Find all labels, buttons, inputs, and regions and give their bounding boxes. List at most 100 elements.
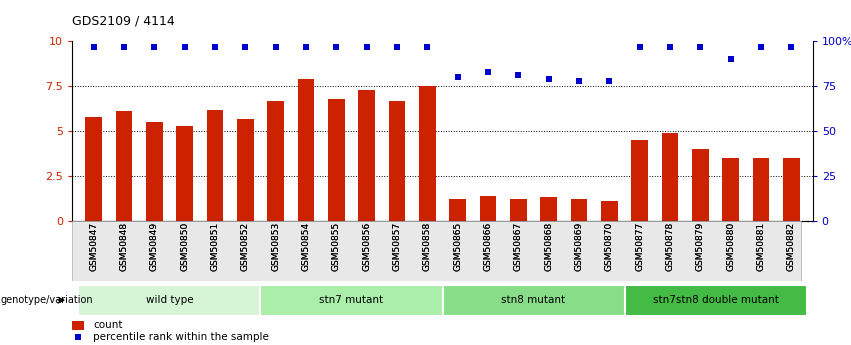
- Text: stn8 mutant: stn8 mutant: [501, 295, 566, 305]
- Text: GSM50880: GSM50880: [726, 222, 735, 271]
- Bar: [176, 126, 193, 221]
- Point: [724, 57, 738, 62]
- Text: GSM50854: GSM50854: [301, 222, 311, 271]
- Point: [511, 73, 525, 78]
- Bar: [480, 196, 496, 221]
- Point: [208, 44, 222, 50]
- Point: [694, 44, 707, 50]
- Text: GSM50852: GSM50852: [241, 222, 250, 271]
- Text: GSM50882: GSM50882: [787, 222, 796, 271]
- Point: [754, 44, 768, 50]
- Text: GSM50847: GSM50847: [89, 222, 98, 271]
- Point: [451, 75, 465, 80]
- Text: stn7 mutant: stn7 mutant: [319, 295, 384, 305]
- Text: GSM50855: GSM50855: [332, 222, 340, 271]
- Text: GSM50849: GSM50849: [150, 222, 159, 271]
- Point: [663, 44, 677, 50]
- Text: GSM50868: GSM50868: [545, 222, 553, 271]
- Text: GSM50870: GSM50870: [605, 222, 614, 271]
- Text: GSM50851: GSM50851: [210, 222, 220, 271]
- Point: [300, 44, 313, 50]
- Text: genotype/variation: genotype/variation: [1, 295, 94, 305]
- Text: GSM50850: GSM50850: [180, 222, 189, 271]
- Bar: [662, 133, 678, 221]
- Bar: [722, 158, 740, 221]
- Text: GSM50856: GSM50856: [363, 222, 371, 271]
- Text: GSM50869: GSM50869: [574, 222, 584, 271]
- Text: GSM50853: GSM50853: [271, 222, 280, 271]
- Bar: [601, 201, 618, 221]
- Bar: [783, 158, 800, 221]
- Point: [71, 335, 85, 340]
- Text: percentile rank within the sample: percentile rank within the sample: [94, 333, 269, 342]
- Text: GSM50879: GSM50879: [696, 222, 705, 271]
- Text: GSM50867: GSM50867: [514, 222, 523, 271]
- Bar: [207, 110, 223, 221]
- Point: [633, 44, 647, 50]
- Text: GSM50854: GSM50854: [301, 222, 311, 271]
- Text: GSM50853: GSM50853: [271, 222, 280, 271]
- Text: GSM50851: GSM50851: [210, 222, 220, 271]
- Text: GSM50869: GSM50869: [574, 222, 584, 271]
- Bar: [146, 122, 163, 221]
- Text: stn7stn8 double mutant: stn7stn8 double mutant: [653, 295, 779, 305]
- Text: GSM50881: GSM50881: [757, 222, 766, 271]
- Point: [117, 44, 131, 50]
- Bar: [510, 199, 527, 221]
- FancyBboxPatch shape: [625, 285, 807, 316]
- Point: [542, 76, 556, 82]
- Text: GSM50856: GSM50856: [363, 222, 371, 271]
- Bar: [449, 199, 466, 221]
- Text: GSM50857: GSM50857: [392, 222, 402, 271]
- Bar: [298, 79, 314, 221]
- Text: GSM50867: GSM50867: [514, 222, 523, 271]
- Point: [87, 44, 100, 50]
- Text: GSM50865: GSM50865: [454, 222, 462, 271]
- Point: [360, 44, 374, 50]
- Point: [178, 44, 191, 50]
- Text: GSM50880: GSM50880: [726, 222, 735, 271]
- FancyBboxPatch shape: [443, 285, 625, 316]
- Text: GSM50857: GSM50857: [392, 222, 402, 271]
- Text: GSM50858: GSM50858: [423, 222, 431, 271]
- Bar: [540, 197, 557, 221]
- Bar: [419, 86, 436, 221]
- Point: [238, 44, 252, 50]
- Text: GSM50847: GSM50847: [89, 222, 98, 271]
- Text: GSM50866: GSM50866: [483, 222, 493, 271]
- Text: GDS2109 / 4114: GDS2109 / 4114: [72, 14, 175, 28]
- Text: GSM50848: GSM50848: [119, 222, 129, 271]
- Text: GSM50850: GSM50850: [180, 222, 189, 271]
- Text: GSM50870: GSM50870: [605, 222, 614, 271]
- Bar: [692, 149, 709, 221]
- Bar: [753, 158, 769, 221]
- Text: GSM50858: GSM50858: [423, 222, 431, 271]
- Text: GSM50866: GSM50866: [483, 222, 493, 271]
- Bar: [389, 101, 405, 221]
- Bar: [116, 111, 132, 221]
- Text: GSM50848: GSM50848: [119, 222, 129, 271]
- Point: [329, 44, 343, 50]
- Point: [481, 69, 494, 75]
- Point: [420, 44, 434, 50]
- Bar: [85, 117, 102, 221]
- Text: GSM50865: GSM50865: [454, 222, 462, 271]
- Bar: [358, 90, 375, 221]
- Point: [391, 44, 404, 50]
- Bar: [237, 119, 254, 221]
- Point: [269, 44, 283, 50]
- Point: [147, 44, 161, 50]
- Bar: [72, 321, 83, 330]
- FancyBboxPatch shape: [78, 285, 260, 316]
- Text: GSM50882: GSM50882: [787, 222, 796, 271]
- Text: count: count: [94, 320, 123, 330]
- Text: wild type: wild type: [146, 295, 193, 305]
- Point: [785, 44, 798, 50]
- Text: GSM50855: GSM50855: [332, 222, 340, 271]
- Text: GSM50868: GSM50868: [545, 222, 553, 271]
- Bar: [631, 140, 648, 221]
- Text: GSM50877: GSM50877: [635, 222, 644, 271]
- Text: GSM50881: GSM50881: [757, 222, 766, 271]
- FancyBboxPatch shape: [260, 285, 443, 316]
- Text: GSM50879: GSM50879: [696, 222, 705, 271]
